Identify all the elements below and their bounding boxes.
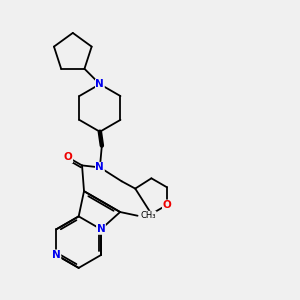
Text: N: N xyxy=(95,79,104,89)
Text: O: O xyxy=(64,152,73,163)
Text: O: O xyxy=(163,200,171,210)
Text: N: N xyxy=(95,162,104,172)
Text: N: N xyxy=(52,250,61,260)
Text: CH₃: CH₃ xyxy=(140,211,156,220)
Text: N: N xyxy=(97,224,105,234)
